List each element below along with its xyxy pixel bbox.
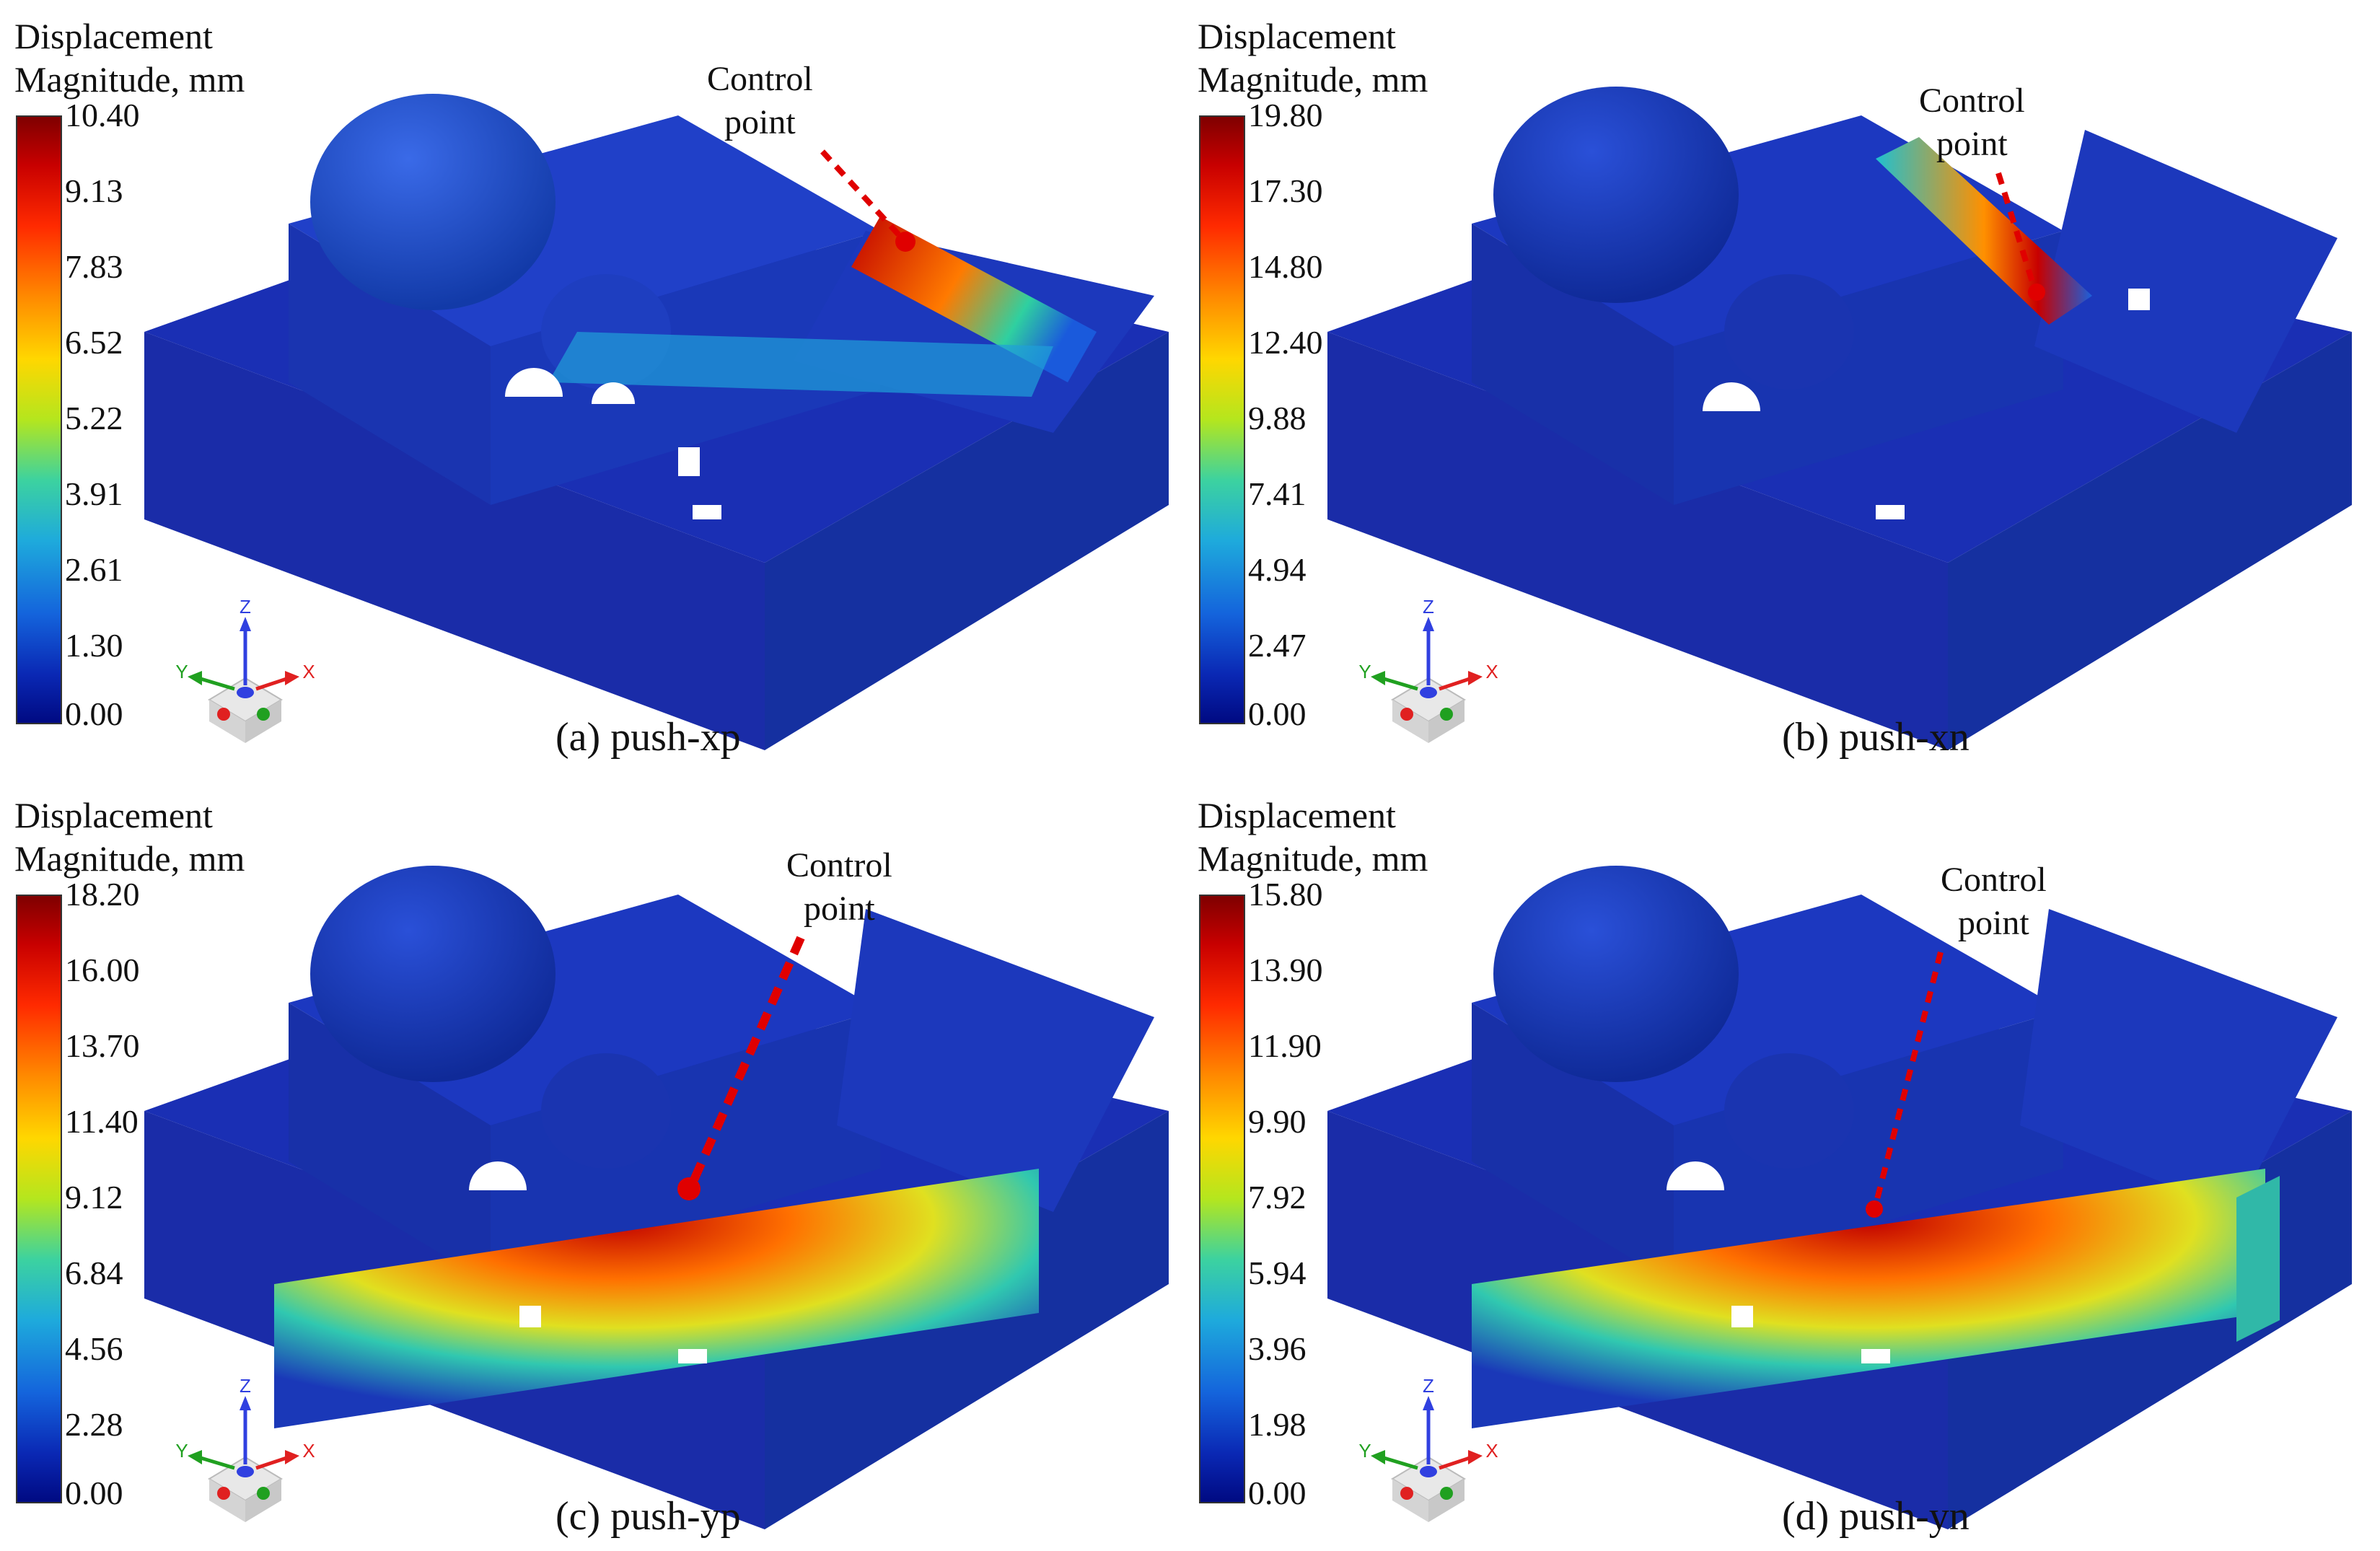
tick-label: 9.13 bbox=[65, 172, 123, 209]
panel-caption: (c) push-yp bbox=[556, 1494, 741, 1539]
tick-label: 11.40 bbox=[65, 1103, 139, 1140]
control-label-line1: Control bbox=[1941, 861, 2047, 899]
legend-title-line2: Magnitude, mm bbox=[1198, 59, 1428, 100]
axis-y-label: Y bbox=[175, 1440, 188, 1462]
tick-label: 13.90 bbox=[1248, 952, 1323, 988]
tick-label: 3.96 bbox=[1248, 1330, 1307, 1367]
axis-y-label: Y bbox=[1358, 1440, 1371, 1462]
legend-title: Displacement Magnitude, mm bbox=[14, 14, 245, 101]
axis-triad-icon: Z Y X bbox=[175, 1378, 315, 1522]
building-model-b bbox=[1327, 87, 2352, 750]
colorbar bbox=[1199, 115, 1245, 724]
tick-label: 9.88 bbox=[1248, 400, 1307, 436]
panel-c: Displacement Magnitude, mm 18.20 16.00 1… bbox=[0, 779, 1169, 1551]
tick-label: 16.00 bbox=[65, 952, 140, 988]
tick-label: 0.00 bbox=[65, 1475, 123, 1511]
control-label-line2: point bbox=[1958, 904, 2029, 942]
tick-label: 2.61 bbox=[65, 551, 123, 588]
legend-title: Displacement Magnitude, mm bbox=[1198, 14, 1428, 101]
axis-y-label: Y bbox=[1358, 661, 1371, 682]
panel-caption: (d) push-yn bbox=[1782, 1494, 1970, 1539]
panel-caption: (a) push-xp bbox=[556, 715, 741, 760]
tick-label: 1.30 bbox=[65, 627, 123, 664]
axis-y-label: Y bbox=[175, 661, 188, 682]
axis-x-label: X bbox=[1485, 661, 1498, 682]
tick-label: 15.80 bbox=[1248, 876, 1323, 913]
axis-z-label: Z bbox=[240, 599, 251, 618]
axis-z-label: Z bbox=[240, 1378, 251, 1397]
legend-title-line1: Displacement bbox=[1198, 795, 1396, 835]
control-label-line2: point bbox=[1936, 125, 2008, 163]
panel-d: Displacement Magnitude, mm 15.80 13.90 1… bbox=[1183, 779, 2352, 1551]
axis-x-label: X bbox=[302, 661, 315, 682]
tick-label: 1.98 bbox=[1248, 1406, 1307, 1443]
tick-label: 11.90 bbox=[1248, 1027, 1322, 1064]
colorbar-ticks: 19.80 17.30 14.80 12.40 9.88 7.41 4.94 2… bbox=[1248, 99, 1364, 731]
control-label-line1: Control bbox=[1919, 82, 2025, 120]
building-model-d bbox=[1327, 866, 2352, 1529]
tick-label: 0.00 bbox=[1248, 695, 1307, 732]
tick-label: 12.40 bbox=[1248, 324, 1323, 361]
control-label-line1: Control bbox=[786, 846, 892, 884]
legend-title-line1: Displacement bbox=[1198, 16, 1396, 56]
tick-label: 6.52 bbox=[65, 324, 123, 361]
control-label-line2: point bbox=[724, 103, 796, 141]
tick-label: 6.84 bbox=[65, 1255, 123, 1291]
axis-triad-icon: Z Y X bbox=[1358, 599, 1498, 743]
tick-label: 9.12 bbox=[65, 1179, 123, 1216]
legend-title-line1: Displacement bbox=[14, 795, 213, 835]
tick-label: 0.00 bbox=[65, 695, 123, 732]
tick-label: 9.90 bbox=[1248, 1103, 1307, 1140]
tick-label: 4.94 bbox=[1248, 551, 1307, 588]
building-model-a bbox=[144, 94, 1169, 750]
tick-label: 7.83 bbox=[65, 248, 123, 285]
tick-label: 14.80 bbox=[1248, 248, 1323, 285]
tick-label: 10.40 bbox=[65, 97, 140, 133]
tick-label: 19.80 bbox=[1248, 97, 1323, 133]
control-point-label: Control point bbox=[1919, 79, 2025, 166]
legend-title: Displacement Magnitude, mm bbox=[1198, 794, 1428, 880]
control-label-line1: Control bbox=[707, 60, 813, 98]
control-point-label: Control point bbox=[1941, 858, 2047, 945]
axis-z-label: Z bbox=[1423, 599, 1434, 618]
colorbar-ticks: 10.40 9.13 7.83 6.52 5.22 3.91 2.61 1.30… bbox=[65, 99, 180, 731]
legend-title-line2: Magnitude, mm bbox=[14, 838, 245, 879]
axis-triad-icon: Z Y X bbox=[175, 599, 315, 743]
panel-caption: (b) push-xn bbox=[1782, 715, 1970, 760]
panel-b: Displacement Magnitude, mm 19.80 17.30 1… bbox=[1183, 0, 2352, 772]
control-label-line2: point bbox=[804, 889, 875, 928]
tick-label: 7.41 bbox=[1248, 475, 1307, 512]
tick-label: 5.94 bbox=[1248, 1255, 1307, 1291]
tick-label: 18.20 bbox=[65, 876, 140, 913]
legend-title-line1: Displacement bbox=[14, 16, 213, 56]
panel-a: Displacement Magnitude, mm 10.40 9.13 7.… bbox=[0, 0, 1169, 772]
colorbar-ticks: 15.80 13.90 11.90 9.90 7.92 5.94 3.96 1.… bbox=[1248, 878, 1364, 1510]
control-point-label: Control point bbox=[707, 58, 813, 144]
tick-label: 2.47 bbox=[1248, 627, 1307, 664]
legend-title: Displacement Magnitude, mm bbox=[14, 794, 245, 880]
axis-z-label: Z bbox=[1423, 1378, 1434, 1397]
tick-label: 4.56 bbox=[65, 1330, 123, 1367]
legend-title-line2: Magnitude, mm bbox=[1198, 838, 1428, 879]
tick-label: 17.30 bbox=[1248, 172, 1323, 209]
colorbar bbox=[16, 115, 62, 724]
colorbar bbox=[1199, 895, 1245, 1503]
legend-title-line2: Magnitude, mm bbox=[14, 59, 245, 100]
axis-triad-icon: Z Y X bbox=[1358, 1378, 1498, 1522]
tick-label: 2.28 bbox=[65, 1406, 123, 1443]
tick-label: 13.70 bbox=[65, 1027, 140, 1064]
axis-x-label: X bbox=[1485, 1440, 1498, 1462]
tick-label: 3.91 bbox=[65, 475, 123, 512]
axis-x-label: X bbox=[302, 1440, 315, 1462]
tick-label: 7.92 bbox=[1248, 1179, 1307, 1216]
colorbar-ticks: 18.20 16.00 13.70 11.40 9.12 6.84 4.56 2… bbox=[65, 878, 180, 1510]
colorbar bbox=[16, 895, 62, 1503]
tick-label: 0.00 bbox=[1248, 1475, 1307, 1511]
control-point-label: Control point bbox=[786, 844, 892, 931]
tick-label: 5.22 bbox=[65, 400, 123, 436]
